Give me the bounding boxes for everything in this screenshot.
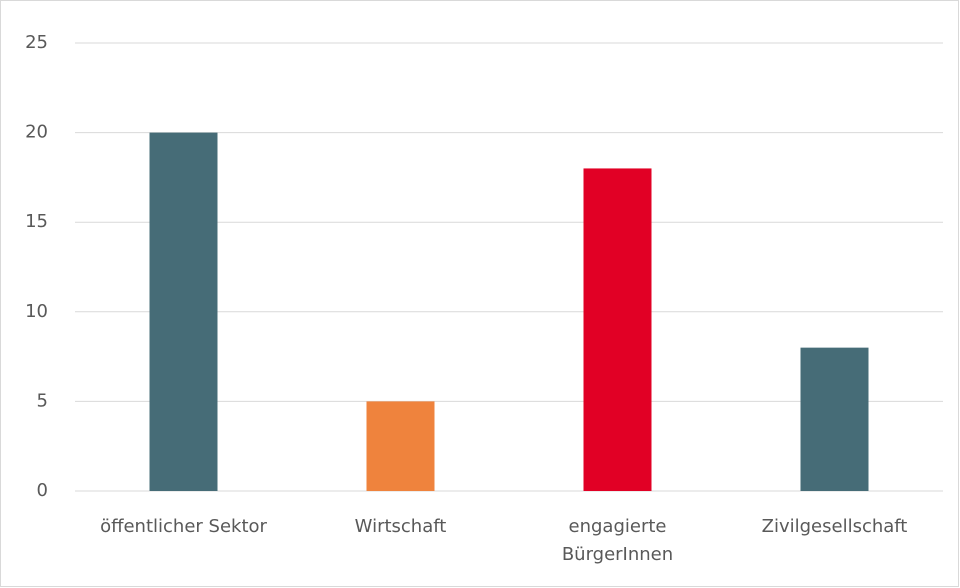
x-tick-label: Wirtschaft	[355, 516, 447, 537]
y-tick-label: 0	[37, 480, 48, 501]
bar	[800, 347, 869, 491]
x-tick-label: Zivilgesellschaft	[762, 516, 908, 537]
y-tick-label: 10	[25, 301, 48, 322]
y-tick-label: 5	[37, 390, 48, 411]
bar	[583, 168, 652, 491]
y-tick-label: 25	[25, 32, 48, 53]
bar	[149, 132, 218, 491]
bar	[366, 401, 435, 491]
y-tick-label: 15	[25, 211, 48, 232]
x-tick-label: öffentlicher Sektor	[100, 516, 267, 537]
y-tick-label: 20	[25, 122, 48, 143]
x-tick-label: engagierte BürgerInnen	[562, 516, 673, 565]
